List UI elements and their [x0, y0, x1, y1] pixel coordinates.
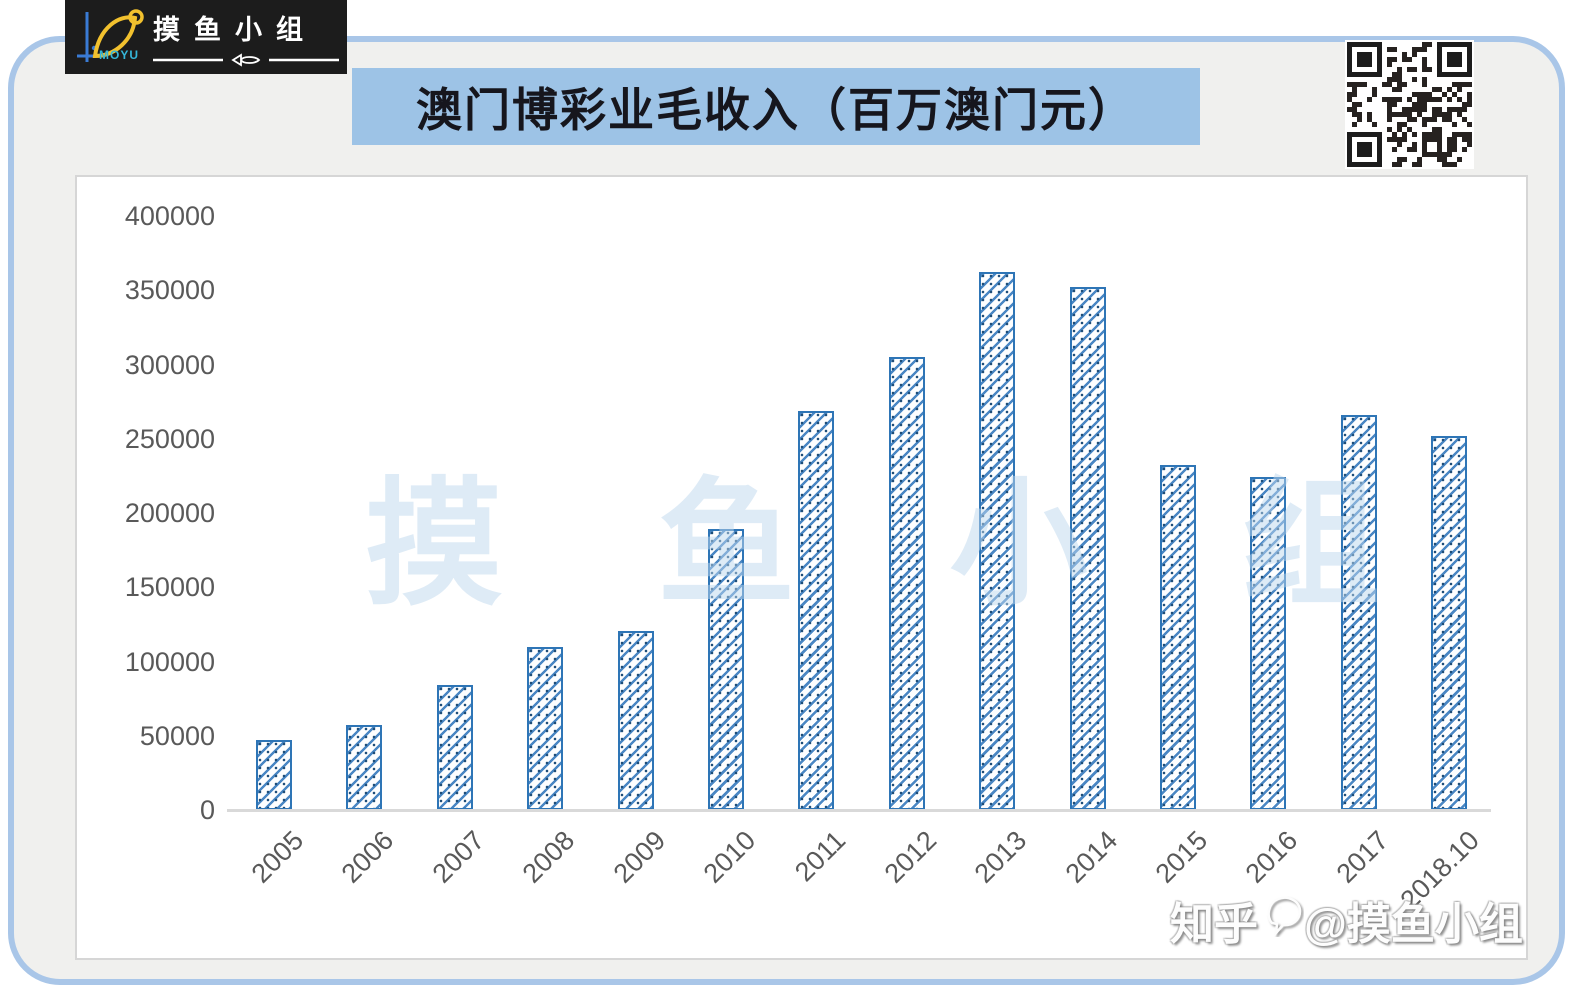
logo-fish-divider-icon	[231, 53, 261, 67]
zhihu-watermark: 知乎 @摸鱼小组	[1170, 888, 1523, 952]
bar-2017	[1340, 414, 1377, 810]
x-tick-label: 2005	[245, 825, 310, 889]
bar-2016	[1250, 476, 1287, 810]
x-tick-label: 2014	[1059, 825, 1123, 889]
x-tick-label: 2013	[968, 825, 1033, 889]
x-tick-label: 2012	[878, 825, 943, 889]
x-axis-line	[227, 809, 1491, 812]
x-tick-label: 2010	[697, 825, 762, 889]
x-tick-label: 2017	[1330, 825, 1395, 889]
bar-2013	[979, 272, 1016, 810]
logo-group-name: 摸鱼小组	[153, 15, 317, 45]
x-tick-label: 2008	[516, 825, 581, 889]
y-tick-label: 350000	[124, 275, 215, 306]
bar-2018.10	[1431, 435, 1468, 810]
x-tick-label: 2016	[1239, 825, 1304, 889]
bar-2009	[617, 631, 654, 810]
x-tick-label: 2007	[426, 825, 491, 889]
moyu-fish-icon	[77, 9, 144, 62]
x-tick-label: 2006	[335, 825, 400, 889]
chart-title: 澳门博彩业毛收入（百万澳门元）	[416, 83, 1136, 136]
bar-2007	[436, 685, 473, 810]
chart-panel: 400000 350000 300000 250000 200000 150000 1000…	[75, 175, 1528, 960]
logo-underline	[153, 53, 339, 67]
y-tick-label: 400000	[124, 201, 215, 231]
bar-2010	[708, 528, 744, 810]
bar-2006	[346, 724, 383, 810]
y-tick-label: 100000	[124, 646, 215, 677]
logo-brand-text: MOYU	[99, 48, 139, 62]
y-tick-label: 250000	[124, 423, 215, 454]
zhihu-watermark-handle: @摸鱼小组	[1304, 900, 1523, 949]
qr-code	[1345, 40, 1474, 169]
x-tick-label: 2009	[607, 825, 671, 889]
chart-title-banner: 澳门博彩业毛收入（百万澳门元）	[352, 68, 1200, 145]
bar-2011	[798, 410, 835, 810]
zhihu-watermark-prefix: 知乎	[1170, 900, 1258, 949]
bar-2015	[1160, 465, 1196, 810]
y-tick-label: 200000	[124, 498, 215, 528]
y-tick-label: 150000	[124, 572, 215, 603]
bar-2014	[1069, 287, 1106, 810]
qr-code-pattern	[1347, 42, 1472, 167]
y-tick-label: 300000	[124, 349, 215, 380]
x-tick-label: 2015	[1149, 825, 1214, 889]
y-tick-label: 50000	[139, 720, 215, 751]
bar-2008	[527, 646, 564, 810]
zhihu-watermark-icon	[1267, 896, 1302, 937]
y-tick-label: 0	[199, 795, 215, 825]
logo-text-block: 摸鱼小组	[153, 8, 339, 67]
bar-2005	[256, 740, 292, 810]
moyu-logo: MOYU 摸鱼小组	[65, 0, 347, 74]
bar-2012	[888, 357, 925, 810]
x-tick-label: 2011	[789, 825, 852, 888]
